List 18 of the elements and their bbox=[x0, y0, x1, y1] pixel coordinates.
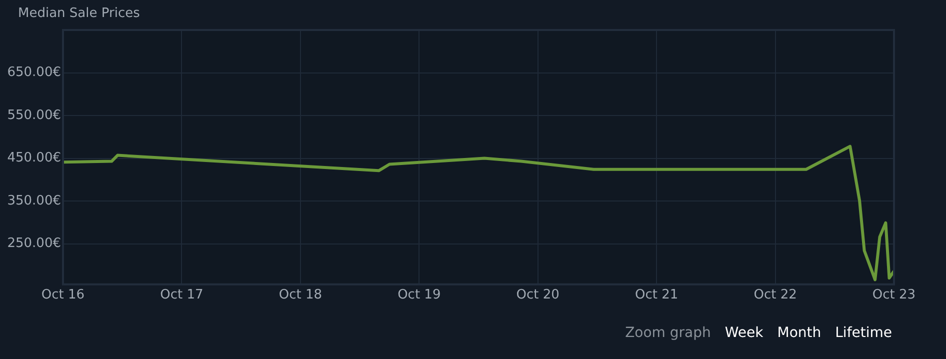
y-tick-label: 650.00€ bbox=[7, 65, 61, 80]
text: Week bbox=[724, 325, 764, 341]
x-tick-label: Oct 18 bbox=[278, 288, 322, 303]
y-tick-label: 350.00€ bbox=[7, 193, 61, 208]
chart-title: Median Sale Prices bbox=[18, 6, 140, 21]
text: Lifetime bbox=[835, 325, 892, 341]
text: Zoom graph bbox=[625, 325, 711, 341]
y-tick-label: 250.00€ bbox=[7, 236, 61, 252]
y-tick-label: 450.00€ bbox=[7, 150, 61, 166]
x-tick-label: Oct 16 bbox=[41, 288, 85, 303]
x-tick-label: Oct 19 bbox=[398, 288, 441, 303]
x-tick-label: Oct 17 bbox=[160, 288, 204, 303]
text: Month bbox=[777, 325, 822, 341]
x-tick-label: Oct 23 bbox=[872, 288, 916, 303]
x-tick-label: Oct 20 bbox=[516, 288, 560, 303]
x-tick-label: Oct 21 bbox=[634, 288, 678, 303]
x-tick-label: Oct 22 bbox=[754, 288, 797, 303]
y-tick-label: 550.00€ bbox=[7, 108, 61, 123]
